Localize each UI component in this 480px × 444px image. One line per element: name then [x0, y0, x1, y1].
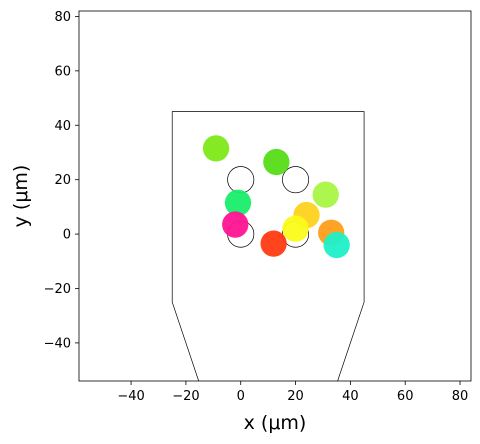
x-tick-label: 60: [397, 389, 414, 404]
data-point-6: [222, 211, 249, 238]
boundary-outline: [171, 111, 365, 381]
data-point-10: [260, 230, 287, 257]
data-point-7: [282, 215, 309, 242]
points-layer: [202, 135, 350, 259]
y-tick-label: 20: [54, 173, 71, 188]
x-tick-label: −40: [117, 389, 144, 404]
x-ticks: −40 −20 0 20 40 60 80: [117, 381, 468, 404]
y-tick-label: −40: [44, 336, 71, 351]
y-tick-label: −20: [44, 282, 71, 297]
x-tick-label: −20: [172, 389, 199, 404]
plot-frame: [78, 10, 472, 382]
empty-circle-1: [227, 166, 255, 194]
y-tick-label: 80: [54, 10, 71, 25]
plot-area: [79, 11, 471, 381]
x-axis-label: x (μm): [244, 412, 307, 434]
data-point-9: [323, 231, 350, 259]
x-tick-label: 40: [342, 389, 359, 404]
x-tick-label: 0: [237, 389, 245, 404]
data-point-1: [202, 135, 230, 162]
data-point-2: [263, 148, 290, 176]
y-tick-label: 40: [54, 119, 71, 134]
x-tick-label: 80: [452, 389, 469, 404]
boundary-layer: [171, 111, 365, 381]
x-tick-label: 20: [287, 389, 304, 404]
data-point-4: [224, 189, 252, 216]
y-axis-label: y (μm): [10, 165, 32, 228]
y-tick-label: 0: [63, 228, 71, 243]
data-point-3: [312, 181, 339, 208]
y-ticks: −40 −20 0 20 40 60 80: [44, 10, 79, 351]
y-tick-label: 60: [54, 64, 71, 79]
empty-circle-2: [282, 166, 310, 194]
